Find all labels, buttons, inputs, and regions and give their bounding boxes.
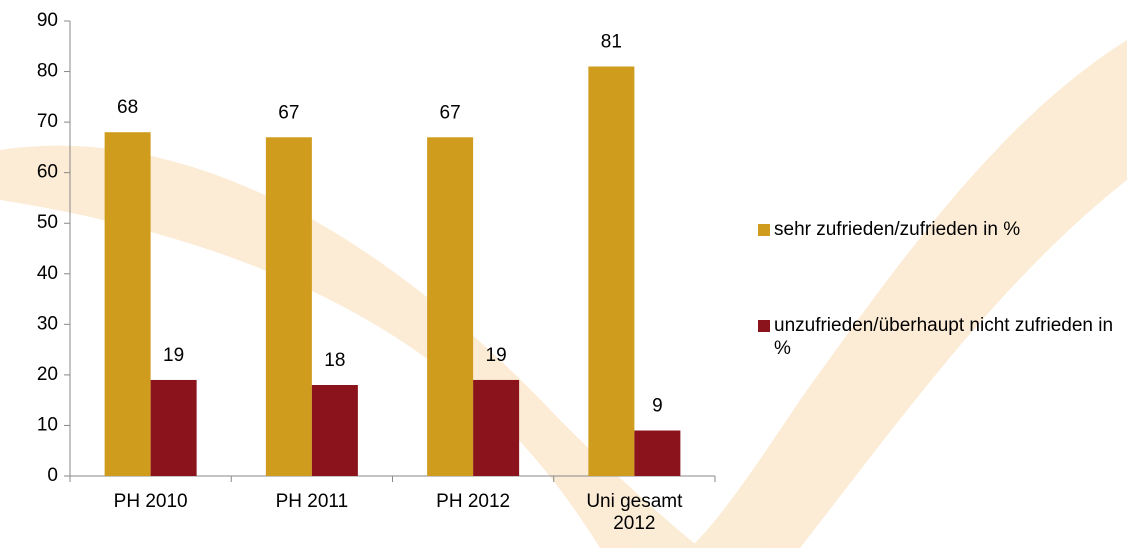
bar [311,385,358,476]
x-tick-label: PH 2010 [113,491,188,512]
y-tick-label: 60 [37,162,58,183]
y-tick-label: 30 [37,313,58,334]
legend-label: unzufrieden/überhaupt nicht zufrieden in… [774,315,1114,359]
data-label: 81 [601,32,622,53]
data-label: 67 [278,102,299,123]
y-tick-label: 80 [37,61,58,82]
x-tick-label: PH 2012 [436,491,511,512]
data-label: 19 [163,345,184,366]
x-tick-label: PH 2011 [275,491,349,512]
y-tick-label: 90 [37,10,58,31]
legend-swatch [758,320,770,332]
data-label: 9 [652,396,663,417]
y-tick-label: 70 [37,111,58,132]
y-tick-label: 0 [47,465,58,486]
y-tick-label: 10 [37,414,58,435]
data-label: 67 [440,102,461,123]
bar [473,379,520,476]
legend-label: sehr zufrieden/zufrieden in % [774,219,1021,240]
data-label: 18 [324,350,345,371]
bar [150,379,197,476]
y-tick-label: 20 [37,364,58,385]
bar [427,137,474,476]
bar [634,430,681,476]
bar [265,137,312,476]
legend-swatch [758,224,770,236]
data-label: 68 [117,97,138,118]
y-tick-label: 50 [37,212,58,233]
y-tick-label: 40 [37,263,58,284]
bar [104,132,151,476]
data-label: 19 [486,345,507,366]
x-tick-label: Uni gesamt 2012 [586,491,683,534]
bar [588,66,635,476]
